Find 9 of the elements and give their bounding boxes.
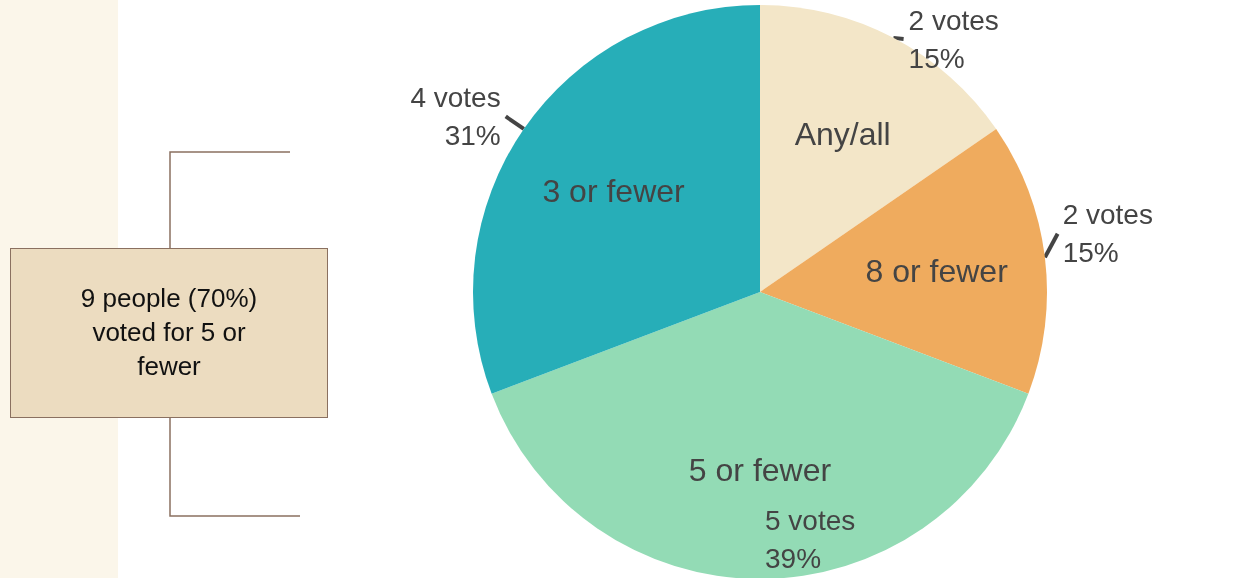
slice-label: 8 or fewer (865, 252, 1009, 289)
text: 9 people (70%) voted for 5 or fewer (10, 248, 328, 418)
data-label: 4 votes 31% (410, 81, 501, 151)
slice-label: Any/all (794, 116, 891, 153)
data-label: 2 votes 15% (908, 4, 999, 74)
slice-label: 3 or fewer (542, 172, 686, 209)
data-label: 5 votes 39% (765, 504, 856, 574)
data-label: 2 votes 15% (1062, 199, 1153, 269)
slice-label: 5 or fewer (688, 451, 832, 488)
